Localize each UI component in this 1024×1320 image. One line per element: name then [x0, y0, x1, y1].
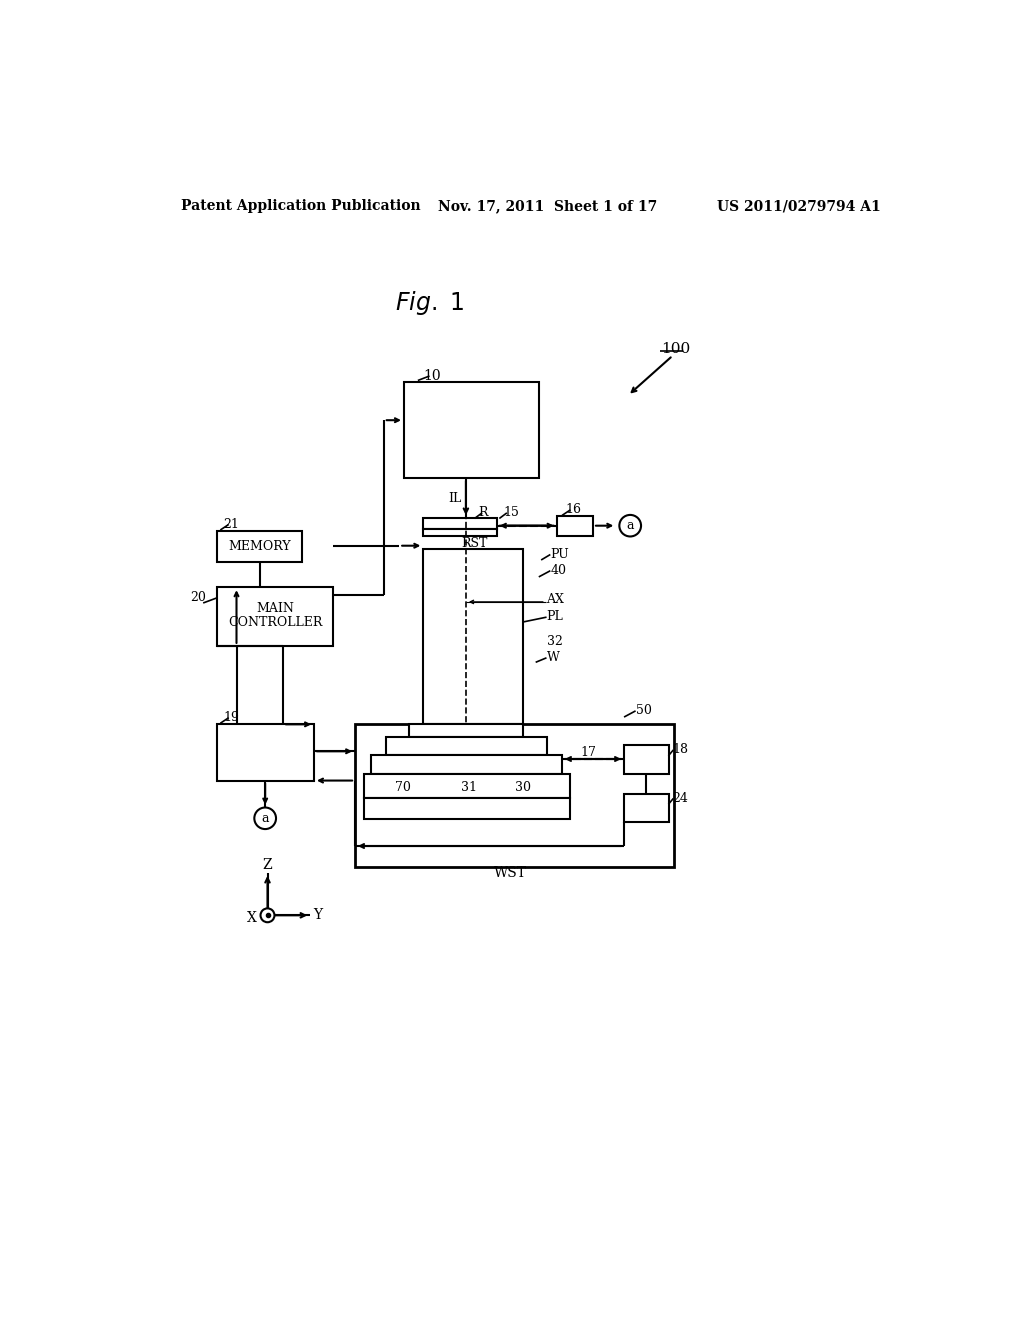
Bar — [410, 725, 523, 738]
Text: PU: PU — [550, 548, 569, 561]
Text: 21: 21 — [223, 517, 240, 531]
Text: 30: 30 — [515, 781, 531, 795]
Text: a: a — [627, 519, 634, 532]
Bar — [217, 587, 334, 645]
Text: Patent Application Publication: Patent Application Publication — [180, 199, 420, 213]
Bar — [365, 797, 569, 818]
Text: US 2011/0279794 A1: US 2011/0279794 A1 — [717, 199, 881, 213]
Bar — [403, 381, 539, 478]
Text: 31: 31 — [461, 781, 477, 795]
Text: a: a — [261, 812, 269, 825]
Text: IL: IL — [449, 492, 462, 506]
Text: W: W — [547, 651, 559, 664]
Text: 32: 32 — [547, 635, 562, 648]
Bar — [423, 549, 523, 725]
Text: AX: AX — [547, 593, 564, 606]
Text: 16: 16 — [566, 503, 582, 516]
Bar — [624, 793, 669, 822]
Text: 20: 20 — [190, 591, 206, 603]
Text: 19: 19 — [223, 711, 240, 723]
Text: 18: 18 — [672, 743, 688, 756]
Text: 40: 40 — [550, 564, 566, 577]
Circle shape — [254, 808, 276, 829]
Text: 50: 50 — [636, 704, 651, 717]
Text: WST: WST — [494, 866, 526, 880]
Text: X: X — [247, 911, 257, 924]
Bar — [423, 517, 497, 529]
Bar — [355, 725, 675, 867]
Text: 17: 17 — [581, 746, 596, 759]
Circle shape — [260, 908, 274, 923]
Text: CONTROLLER: CONTROLLER — [228, 616, 323, 630]
Text: $\mathit{Fig.\ 1}$: $\mathit{Fig.\ 1}$ — [395, 289, 465, 317]
Text: 15: 15 — [503, 506, 519, 519]
Bar — [423, 529, 497, 536]
Bar — [371, 755, 562, 775]
Bar — [624, 744, 669, 775]
Text: 10: 10 — [423, 368, 441, 383]
Text: 24: 24 — [672, 792, 688, 805]
Text: Nov. 17, 2011  Sheet 1 of 17: Nov. 17, 2011 Sheet 1 of 17 — [438, 199, 657, 213]
Bar — [217, 725, 314, 780]
Text: R: R — [478, 506, 487, 519]
Text: 70: 70 — [395, 781, 411, 795]
Circle shape — [620, 515, 641, 536]
Bar — [557, 516, 593, 536]
Text: PL: PL — [547, 610, 563, 623]
Text: MAIN: MAIN — [256, 602, 294, 615]
Text: Z: Z — [263, 858, 272, 873]
Bar — [217, 531, 302, 562]
Bar — [386, 738, 547, 755]
Bar — [365, 775, 569, 797]
Text: Y: Y — [313, 908, 323, 923]
Text: MEMORY: MEMORY — [228, 540, 291, 553]
Text: 100: 100 — [662, 342, 690, 355]
Text: RST: RST — [461, 537, 487, 550]
